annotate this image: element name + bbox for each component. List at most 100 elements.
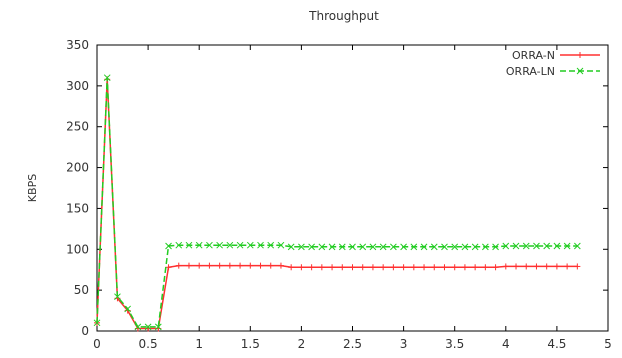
x-tick-label: 4.5 (547, 337, 566, 351)
x-tick-label: 2.5 (343, 337, 362, 351)
marker-stroke (287, 243, 295, 251)
marker-stroke (154, 323, 162, 331)
data-point (196, 262, 203, 269)
data-point (359, 243, 367, 251)
data-point (400, 264, 407, 271)
data-point (288, 264, 295, 271)
marker-stroke (430, 243, 438, 251)
data-point (277, 262, 284, 269)
data-point (461, 264, 468, 271)
marker-stroke (175, 241, 183, 249)
series-orra-n (94, 76, 581, 332)
marker-stroke (400, 243, 407, 251)
marker-stroke (277, 241, 285, 249)
data-point (451, 243, 459, 251)
plot-frame (96, 44, 609, 332)
data-point (564, 263, 571, 270)
marker-stroke (553, 242, 561, 250)
legend-marker (576, 67, 584, 75)
data-point (563, 242, 571, 250)
data-point (543, 242, 551, 250)
data-point (165, 242, 172, 250)
data-point (431, 264, 438, 271)
marker-stroke (338, 243, 346, 251)
marker-stroke (124, 305, 132, 313)
marker-stroke (328, 243, 336, 251)
marker-stroke (492, 243, 499, 251)
marker-stroke (533, 242, 540, 250)
data-point (379, 243, 387, 251)
y-tick-label: 50 (74, 283, 89, 297)
data-point (216, 262, 223, 269)
data-point (93, 319, 101, 327)
series-line-orra-ln (96, 77, 578, 328)
x-tick-label: 5 (604, 337, 612, 351)
data-point (226, 262, 233, 269)
marker-stroke (471, 243, 479, 251)
marker-stroke (165, 242, 172, 250)
marker-stroke (563, 242, 571, 250)
marker-stroke (573, 242, 581, 250)
data-point (502, 242, 510, 250)
data-point (124, 305, 132, 313)
x-tick-label: 0.5 (139, 337, 158, 351)
data-point (441, 243, 448, 251)
y-tick-label: 150 (66, 201, 89, 215)
data-point (461, 243, 469, 251)
data-point (134, 323, 142, 331)
data-point (553, 263, 560, 270)
marker-stroke (114, 293, 121, 301)
data-point (410, 264, 417, 271)
marker-stroke (349, 243, 356, 251)
data-point (287, 243, 295, 251)
marker-stroke (390, 243, 397, 251)
x-tick-label: 1 (195, 337, 203, 351)
data-point (513, 263, 520, 270)
data-point (533, 263, 540, 270)
series-layer (93, 74, 581, 332)
data-point (349, 264, 356, 271)
data-point (175, 262, 182, 269)
marker-stroke (576, 67, 584, 75)
data-point (114, 293, 121, 301)
marker-stroke (461, 243, 469, 251)
marker-stroke (298, 243, 305, 251)
data-point (410, 243, 418, 251)
data-point (175, 241, 183, 249)
marker-stroke (369, 243, 377, 251)
data-point (441, 264, 448, 271)
x-tick-label: 3.5 (445, 337, 464, 351)
marker-stroke (246, 241, 254, 249)
y-tick-label: 350 (66, 38, 89, 52)
data-point (492, 243, 499, 251)
data-point (195, 241, 203, 249)
data-point (318, 243, 326, 251)
data-point (390, 243, 397, 251)
data-point (369, 264, 376, 271)
legend-label: ORRA-LN (506, 65, 555, 78)
legend-label: ORRA-N (512, 49, 555, 62)
marker-stroke (482, 243, 489, 251)
data-point (451, 264, 458, 271)
data-point (298, 243, 305, 251)
data-point (339, 264, 346, 271)
data-point (390, 264, 397, 271)
data-point (298, 264, 305, 271)
data-point (420, 243, 428, 251)
data-point (236, 241, 244, 249)
data-point (329, 264, 336, 271)
data-point (472, 264, 479, 271)
data-point (226, 241, 234, 249)
marker-stroke (308, 243, 315, 251)
data-point (380, 264, 387, 271)
x-tick-label: 4 (502, 337, 510, 351)
legend-marker (577, 52, 583, 58)
data-point (338, 243, 346, 251)
marker-stroke (522, 242, 530, 250)
data-point (206, 262, 213, 269)
data-point (482, 243, 489, 251)
marker-stroke (206, 241, 213, 249)
data-point (216, 241, 223, 249)
marker-stroke (420, 243, 428, 251)
